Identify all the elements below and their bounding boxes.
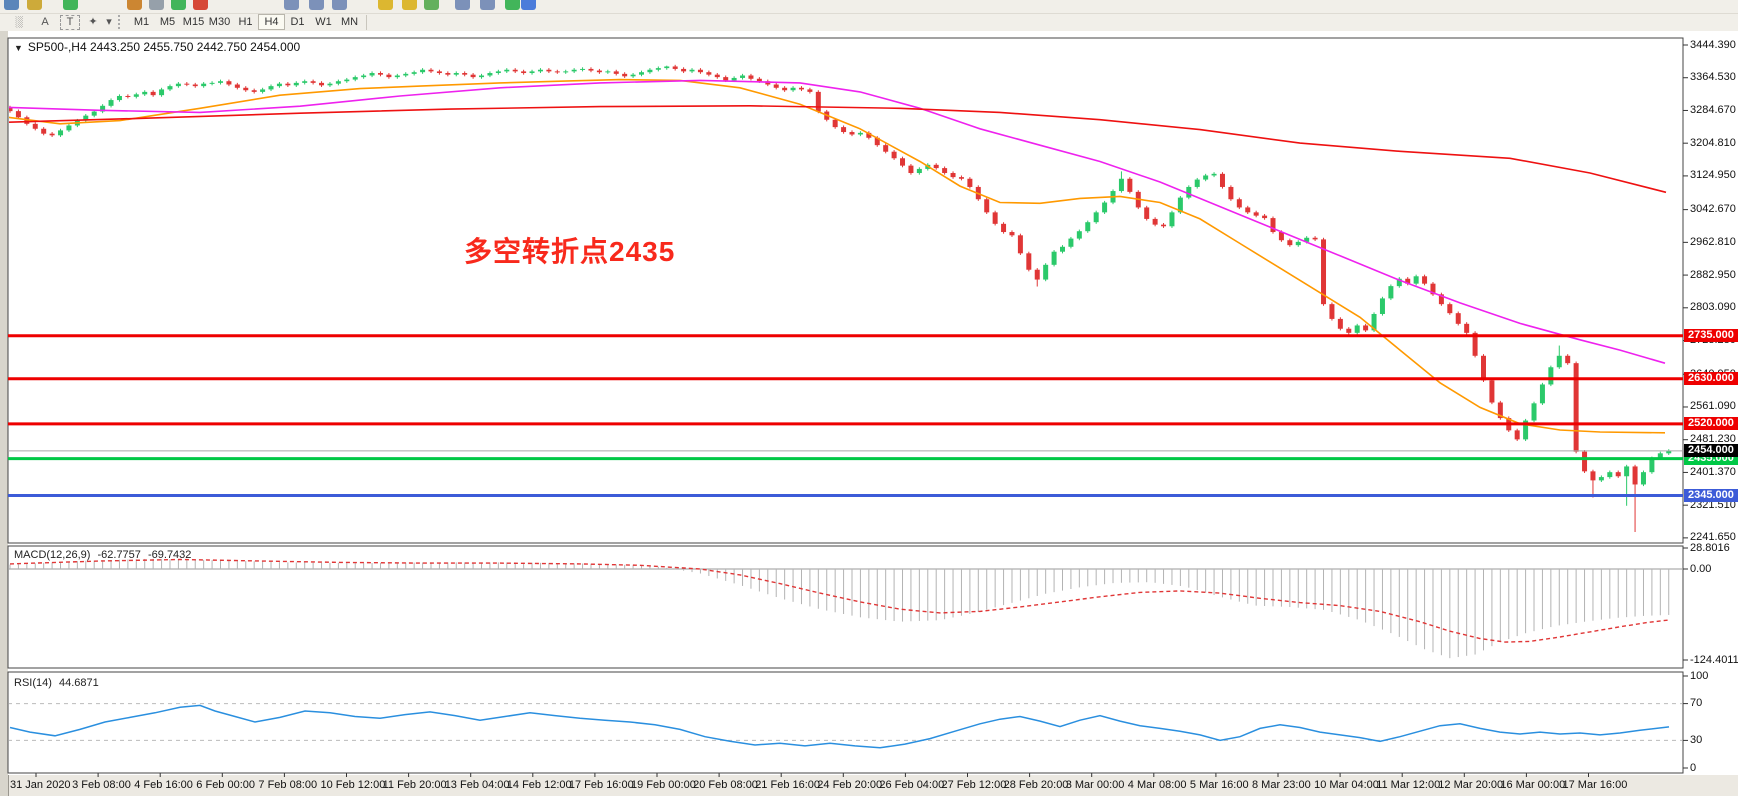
- time-axis-label: 28 Feb 20:00: [1003, 779, 1069, 791]
- macd-signal-value: -69.7432: [147, 549, 192, 561]
- collapse-triangle-icon[interactable]: ▼: [14, 43, 23, 53]
- price-axis-label: 3042.670: [1690, 203, 1736, 216]
- print-icon[interactable]: [149, 0, 164, 10]
- text-box-icon[interactable]: T: [60, 15, 80, 30]
- time-axis-label: 17 Feb 16:00: [568, 779, 634, 791]
- timeframe-button-mn[interactable]: MN: [340, 16, 359, 28]
- timeframe-button-w1[interactable]: W1: [315, 16, 332, 28]
- time-axis-label: 8 Mar 23:00: [1252, 779, 1311, 791]
- time-axis-label: 11 Mar 12:00: [1376, 779, 1441, 791]
- chart-title-text: SP500-,H4 2443.250 2455.750 2442.750 245…: [27, 40, 301, 54]
- macd-main-value: -62.7757: [97, 549, 141, 561]
- arrange-2-icon[interactable]: [480, 0, 495, 10]
- table-icon[interactable]: [424, 0, 439, 10]
- time-axis-label: 3 Mar 00:00: [1065, 779, 1125, 791]
- chart-title: ▼ SP500-,H4 2443.250 2455.750 2442.750 24…: [14, 40, 300, 54]
- time-axis-label: 14 Feb 12:00: [506, 779, 572, 791]
- price-tag-2735[interactable]: 2735.000: [1684, 329, 1738, 343]
- price-axis-label: 2962.810: [1690, 235, 1736, 248]
- shapes-icon[interactable]: ✦: [88, 16, 98, 28]
- new-order-icon[interactable]: [63, 0, 78, 10]
- macd-axis-label: 0.00: [1690, 562, 1712, 575]
- price-axis-label: 3284.670: [1690, 103, 1736, 116]
- toolbar-separator: [366, 15, 367, 30]
- add-icon[interactable]: [505, 0, 520, 10]
- zoom-icon[interactable]: [27, 0, 42, 10]
- timeframe-button-m15[interactable]: M15: [182, 16, 205, 28]
- arrange-1-icon[interactable]: [455, 0, 470, 10]
- time-axis-label: 10 Feb 12:00: [320, 779, 386, 791]
- timeframe-button-m1[interactable]: M1: [133, 16, 150, 28]
- time-axis-label: 6 Feb 00:00: [196, 779, 256, 791]
- time-axis-label: 10 Mar 04:00: [1314, 779, 1379, 791]
- time-axis-label: 20 Feb 08:00: [693, 779, 758, 791]
- text-label-icon[interactable]: A: [41, 16, 49, 28]
- crayon-2-icon[interactable]: [402, 0, 417, 10]
- price-axis-label: 2241.650: [1690, 531, 1736, 544]
- time-axis-label: 16 Mar 00:00: [1500, 779, 1566, 791]
- rsi-indicator-label: RSI(14) 44.6871: [14, 677, 99, 689]
- time-axis-label: 11 Feb 20:00: [382, 779, 447, 791]
- current-price-tag: 2454.000: [1684, 444, 1738, 458]
- price-axis-label: 2561.090: [1690, 400, 1736, 413]
- timeframe-button-m5[interactable]: M5: [159, 16, 176, 28]
- price-axis-label: 3364.530: [1690, 71, 1736, 84]
- time-axis-label: 5 Mar 16:00: [1189, 779, 1249, 791]
- time-axis-label: 13 Feb 04:00: [444, 779, 510, 791]
- time-axis-label: 3 Feb 08:00: [72, 779, 131, 791]
- navigate-icon[interactable]: [171, 0, 186, 10]
- dropdown-caret-icon[interactable]: ▾: [106, 16, 112, 28]
- timeframe-button-d1[interactable]: D1: [290, 16, 305, 28]
- time-axis-label: 21 Feb 16:00: [755, 779, 821, 791]
- crayon-1-icon[interactable]: [378, 0, 393, 10]
- price-axis-label: 2803.090: [1690, 301, 1736, 314]
- macd-axis-label: 28.8016: [1690, 541, 1730, 554]
- cursor-grid-icon[interactable]: ░: [15, 16, 23, 28]
- rsi-value: 44.6871: [58, 677, 99, 689]
- time-axis-label: 4 Mar 08:00: [1127, 779, 1187, 791]
- price-axis-label: 3124.950: [1690, 169, 1736, 182]
- price-axis-label: 3204.810: [1690, 136, 1736, 149]
- time-axis-label: 7 Feb 08:00: [258, 779, 318, 791]
- tile-2-icon[interactable]: [309, 0, 324, 10]
- time-axis-label: 26 Feb 04:00: [879, 779, 945, 791]
- timeframe-button-m30[interactable]: M30: [208, 16, 231, 28]
- autotrade-icon[interactable]: [127, 0, 142, 10]
- time-axis-label: 27 Feb 12:00: [941, 779, 1007, 791]
- new-chart-icon[interactable]: [4, 0, 19, 10]
- macd-axis-label: -124.4011: [1690, 653, 1738, 666]
- annotation-text[interactable]: 多空转折点2435: [464, 236, 676, 267]
- tile-1-icon[interactable]: [284, 0, 299, 10]
- price-axis-label: 2882.950: [1690, 268, 1736, 281]
- price-axis-label: 2481.230: [1690, 433, 1736, 446]
- toolbar-main: [0, 0, 1738, 14]
- price-axis-label: 3444.390: [1690, 38, 1736, 51]
- time-axis-label: 19 Feb 00:00: [631, 779, 696, 791]
- help-icon[interactable]: [521, 0, 536, 10]
- rsi-axis-label: 100: [1690, 669, 1709, 682]
- rsi-axis-label: 30: [1690, 733, 1703, 746]
- time-axis-label: 31 Jan 2020: [10, 779, 71, 791]
- macd-indicator-label: MACD(12,26,9) -62.7757 -69.7432: [14, 549, 192, 561]
- time-axis-label: 17 Mar 16:00: [1562, 779, 1628, 791]
- time-axis-label: 12 Mar 20:00: [1438, 779, 1504, 791]
- price-tag-2520[interactable]: 2520.000: [1684, 417, 1738, 431]
- time-axis-label: 24 Feb 20:00: [817, 779, 883, 791]
- timeframe-button-h4[interactable]: H4: [258, 14, 285, 30]
- rsi-axis-label: 0: [1690, 761, 1697, 774]
- stop-icon[interactable]: [193, 0, 208, 10]
- rsi-axis-label: 70: [1690, 697, 1703, 710]
- price-tag-2630[interactable]: 2630.000: [1684, 372, 1738, 386]
- time-axis-label: 4 Feb 16:00: [134, 779, 193, 791]
- price-tag-2345[interactable]: 2345.000: [1684, 489, 1738, 503]
- tile-3-icon[interactable]: [332, 0, 347, 10]
- timeframe-button-h1[interactable]: H1: [238, 16, 253, 28]
- toolbar-grip[interactable]: [118, 15, 120, 29]
- price-axis-label: 2401.370: [1690, 465, 1736, 478]
